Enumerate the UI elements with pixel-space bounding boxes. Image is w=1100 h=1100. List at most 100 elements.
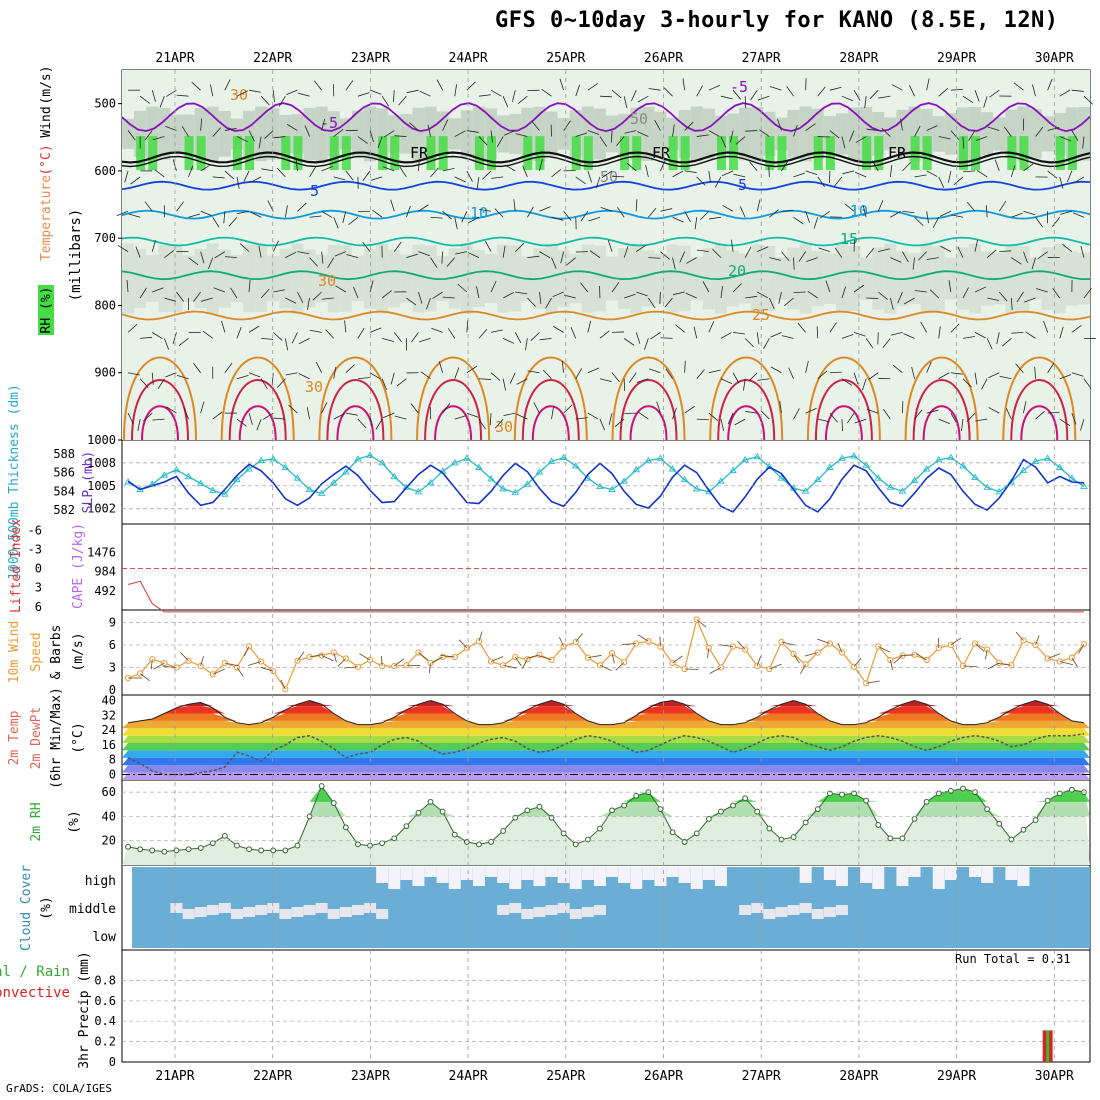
wind-barb — [1072, 212, 1085, 218]
rh2m-point — [887, 835, 894, 842]
wind-barb — [513, 199, 516, 212]
wind-barb — [124, 170, 129, 183]
wind-barb — [854, 171, 867, 178]
wind-barb — [165, 372, 177, 378]
cloud-gap-high — [969, 867, 982, 877]
wind-barb — [551, 257, 557, 269]
time-label-top: 29APR — [937, 51, 976, 66]
upper-ylabel-wind: Wind — [39, 106, 54, 137]
rh2m-area-band — [122, 786, 1090, 817]
time-label-top: 28APR — [839, 51, 878, 66]
slp-point — [620, 477, 628, 484]
slp-point — [971, 473, 979, 480]
wind-barb — [479, 209, 492, 212]
wind-barb-10m — [200, 656, 204, 667]
rh2m-point — [282, 847, 289, 854]
cloud-gap-mid — [364, 903, 377, 913]
rh-shade-low — [787, 247, 800, 310]
wind-barb — [258, 245, 262, 258]
wind-barb-10m — [878, 646, 891, 653]
cloud-ylabel-unit: (%) — [39, 896, 54, 919]
wind-barb — [1023, 251, 1028, 264]
wind-barb — [476, 286, 480, 299]
warm-contour — [1002, 356, 1077, 441]
thickness-tick-label: 582 — [53, 503, 75, 517]
wind-barb — [398, 95, 407, 106]
wind-barb — [938, 326, 941, 339]
cloud-gap-high — [545, 867, 558, 877]
wind-barb — [1023, 401, 1027, 414]
wind-barb — [236, 136, 248, 143]
wind-barb — [137, 419, 141, 431]
wind-barb — [1047, 411, 1060, 414]
wind-barb — [612, 175, 625, 178]
panel-frame-precip — [121, 949, 1091, 1063]
warm-contour — [434, 405, 473, 441]
slp-point — [838, 454, 846, 461]
wind-barb — [200, 210, 212, 216]
wind-barb — [224, 79, 231, 91]
wind-barb — [994, 159, 1000, 172]
wind-barb — [981, 378, 988, 390]
wind-barb — [720, 332, 732, 339]
wind-barb-10m — [212, 668, 225, 675]
cloud-gap-mid — [291, 907, 304, 917]
rh-shade-low — [848, 246, 861, 311]
wind-barb — [304, 125, 310, 137]
rh-shade-low — [763, 245, 776, 312]
wind-barb — [805, 211, 810, 223]
wind-barb — [377, 136, 383, 148]
rh2m-point — [185, 846, 192, 853]
slp-point — [898, 487, 907, 494]
wind-barb — [191, 81, 201, 91]
wind-barb — [648, 297, 656, 309]
rh2m-point — [137, 846, 144, 853]
cloud-gap-high — [593, 867, 606, 886]
rh-shade-low — [412, 244, 425, 313]
rh2m-point — [451, 831, 458, 838]
wind-barb — [139, 95, 150, 104]
wind-barb — [297, 251, 310, 255]
wind-barb — [525, 338, 528, 351]
wind-barb — [530, 332, 540, 341]
wind-barb — [587, 320, 592, 333]
wind-barb — [660, 208, 673, 212]
wind-barb — [611, 372, 620, 383]
wind-barb — [648, 257, 661, 259]
rh2m-point — [149, 847, 156, 854]
cloud-gap-high — [944, 867, 957, 880]
rh2m-point — [597, 825, 603, 832]
wind-barb — [675, 324, 685, 333]
wind-barb — [418, 251, 430, 257]
wind-barb — [986, 338, 993, 350]
wind-barb — [333, 413, 345, 420]
rh-shade-mid — [702, 108, 715, 160]
wind-barb — [985, 205, 988, 218]
wind-barb — [1060, 210, 1072, 215]
wind-barb-10m — [297, 651, 305, 661]
time-label-bottom: 30APR — [1035, 1069, 1074, 1084]
wind-barb — [143, 412, 153, 422]
wind-barb — [926, 211, 929, 224]
wind-barb — [183, 407, 189, 420]
slp-point — [826, 463, 834, 470]
wind-barb — [862, 205, 867, 218]
wind-barb — [372, 209, 383, 218]
rh2m-point — [548, 814, 555, 821]
cloud-gap-mid — [545, 905, 558, 915]
wind-barb — [877, 200, 884, 212]
rh-shade-low — [497, 244, 510, 313]
rh-shade-low — [642, 250, 655, 307]
wind-barb — [770, 366, 782, 374]
cloud-gap-high — [799, 867, 812, 883]
isotherm-5 — [121, 180, 1091, 191]
wind-barb — [648, 207, 657, 218]
rh-shade-moist — [148, 136, 158, 171]
cloud-gap-mid — [509, 903, 522, 913]
rh-shade-low — [509, 245, 522, 312]
wind-barb — [478, 418, 486, 430]
wind-barb — [394, 415, 407, 420]
cloud-gap-high — [485, 867, 498, 877]
wind-barb — [1023, 210, 1036, 216]
rh-shade-mid — [412, 107, 425, 161]
